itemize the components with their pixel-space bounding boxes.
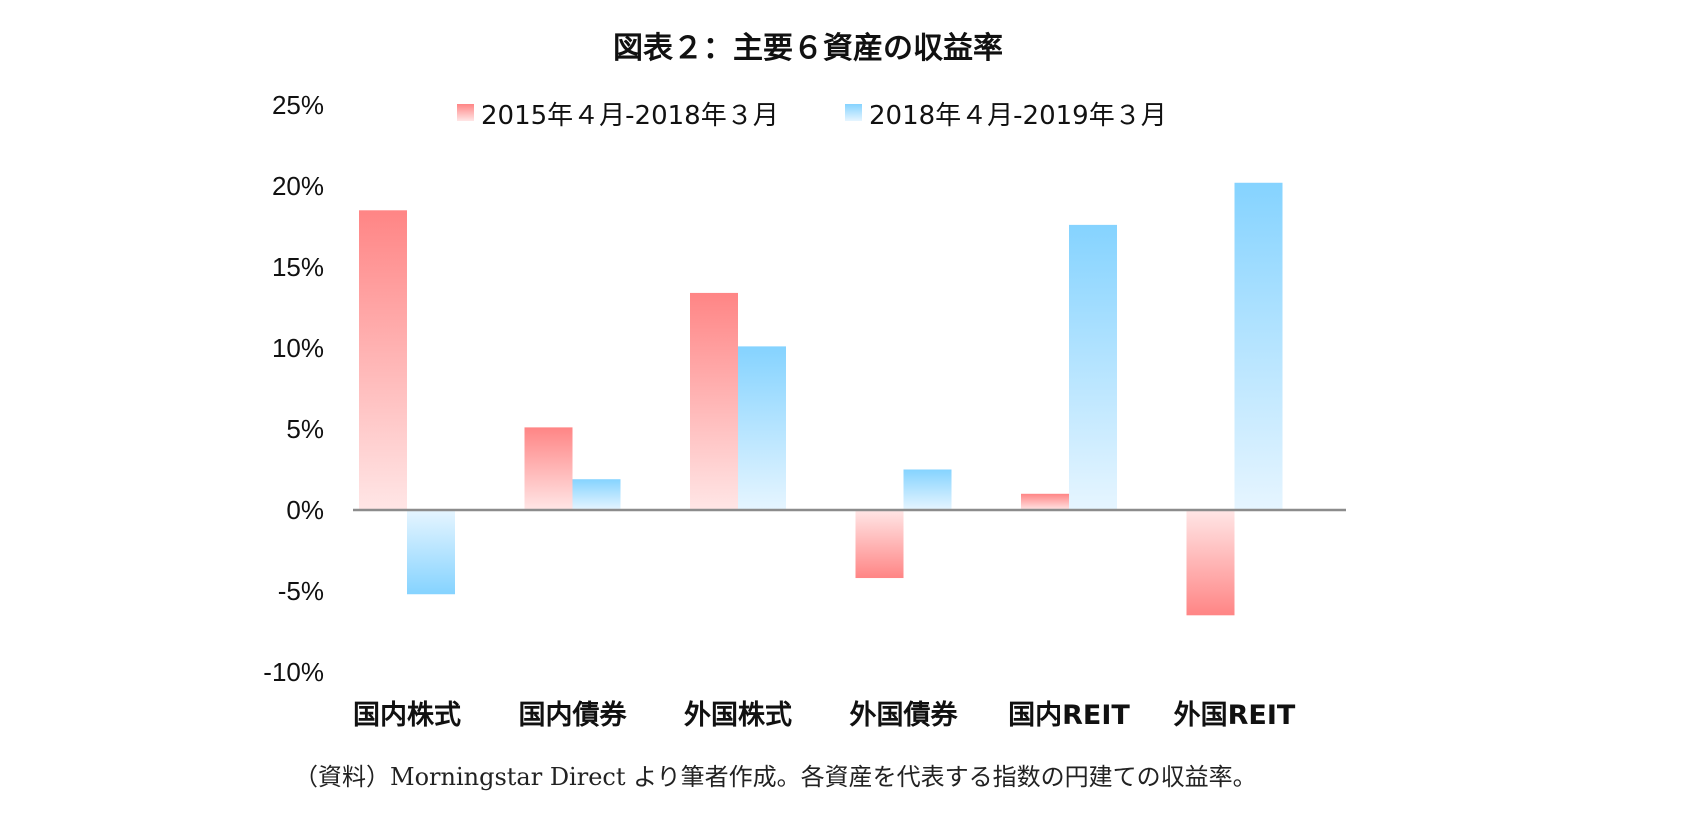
bar-series-1 <box>1234 182 1283 510</box>
y-tick-label: 25% <box>272 90 324 120</box>
bar-series-1 <box>738 346 786 510</box>
y-tick-label: -5% <box>278 576 324 606</box>
y-tick-label: 5% <box>286 414 324 444</box>
y-tick-label: 0% <box>286 495 324 525</box>
bar-series-1 <box>903 469 952 510</box>
bar-series-1 <box>407 510 455 595</box>
category-labels: 国内株式 国内債券 外国株式 外国債券 国内REIT 外国REIT <box>353 699 1296 731</box>
category-label: 外国株式 <box>684 700 792 731</box>
legend: 2015年４月-2018年３月 2018年４月-2019年３月 <box>457 101 1167 131</box>
bar-series-0 <box>1021 493 1069 510</box>
category-label: 国内株式 <box>353 700 461 731</box>
y-tick-label: 10% <box>272 333 324 363</box>
source-note: （資料）Morningstar Direct より筆者作成。各資産を代表する指数… <box>294 763 1257 791</box>
y-tick-label: 15% <box>272 252 324 282</box>
bar-series-0 <box>1186 510 1235 616</box>
bar-series-0 <box>524 427 573 510</box>
y-tick-label: 20% <box>272 171 324 201</box>
category-label: 外国REIT <box>1174 700 1296 731</box>
category-label: 外国債券 <box>850 699 959 731</box>
bar-series-1 <box>572 479 621 510</box>
chart-title: 図表２：主要６資産の収益率 <box>613 31 1003 66</box>
legend-swatch-series-1 <box>845 104 862 121</box>
y-axis-ticks: 25% 20% 15% 10% 5% 0% -5% -10% <box>263 90 324 687</box>
category-label: 国内REIT <box>1008 700 1130 731</box>
bar-series-0 <box>855 510 904 579</box>
bar-series-1 <box>1069 224 1117 510</box>
legend-label-series-0: 2015年４月-2018年３月 <box>481 101 779 131</box>
legend-label-series-1: 2018年４月-2019年３月 <box>869 101 1167 131</box>
bars <box>359 182 1283 616</box>
category-label: 国内債券 <box>519 699 628 731</box>
legend-swatch-series-0 <box>457 104 474 121</box>
bar-series-0 <box>690 292 738 510</box>
y-tick-label: -10% <box>263 657 324 687</box>
bar-series-0 <box>359 210 407 511</box>
